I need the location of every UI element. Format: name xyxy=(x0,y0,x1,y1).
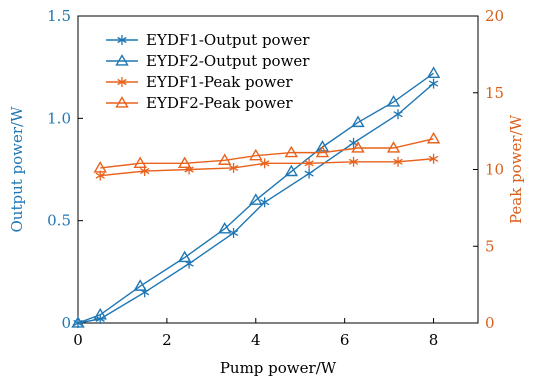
data-point-3-1 xyxy=(133,156,147,169)
data-point-1-3 xyxy=(177,250,192,263)
series-line-1 xyxy=(77,72,434,324)
y-right-tick-label-3: 15 xyxy=(485,84,504,102)
x-tick-label-4: 8 xyxy=(429,331,439,349)
data-point-2-4 xyxy=(260,158,270,169)
series-markers-3 xyxy=(93,131,441,173)
data-point-3-4 xyxy=(249,148,263,161)
data-point-1-5 xyxy=(249,193,263,205)
y-left-tick-label-3: 1.5 xyxy=(47,7,71,25)
legend-label-2: EYDF1-Peak power xyxy=(146,73,293,91)
x-tick-label-0: 0 xyxy=(73,331,83,349)
data-point-1-2 xyxy=(133,279,147,291)
legend-label-1: EYDF2-Output power xyxy=(146,52,310,70)
legend-marker-3 xyxy=(115,96,129,108)
data-point-2-3 xyxy=(228,162,239,173)
legend-marker-1 xyxy=(115,54,129,66)
y-right-tick-label-1: 5 xyxy=(485,237,495,255)
legend-label-3: EYDF2-Peak power xyxy=(146,94,293,112)
data-point-2-6 xyxy=(348,156,359,167)
y-right-tick-label-4: 20 xyxy=(485,7,504,25)
data-point-1-7 xyxy=(315,140,330,152)
legend-marker-2 xyxy=(117,77,127,87)
data-point-2-5 xyxy=(304,158,314,169)
data-point-2-7 xyxy=(393,156,403,167)
legend-label-0: EYDF1-Output power xyxy=(146,31,310,49)
data-point-0-8 xyxy=(393,109,403,120)
x-tick-label-1: 2 xyxy=(162,331,172,349)
y-left-tick-label-1: 0.5 xyxy=(47,212,71,230)
y-right-axis-label: Peak power/W xyxy=(507,114,525,224)
data-point-1-8 xyxy=(351,115,365,128)
series-markers-2 xyxy=(95,153,439,181)
data-point-0-6 xyxy=(304,168,314,179)
y-right-tick-label-2: 10 xyxy=(485,161,504,179)
data-point-1-0 xyxy=(71,316,85,328)
y-left-tick-label-0: 0 xyxy=(61,314,71,332)
x-axis-label: Pump power/W xyxy=(220,359,337,377)
series-markers-0 xyxy=(73,78,439,328)
data-point-1-6 xyxy=(284,164,299,177)
series-line-0 xyxy=(77,83,435,324)
y-left-tick-label-2: 1.0 xyxy=(47,109,71,127)
x-tick-label-3: 6 xyxy=(340,331,350,349)
legend: EYDF1-Output power EYDF2-Output power EYDF… xyxy=(106,31,310,112)
data-point-3-3 xyxy=(217,153,232,165)
data-point-3-5 xyxy=(284,145,299,158)
x-tick-label-2: 4 xyxy=(251,331,261,349)
y-right-tick-label-0: 0 xyxy=(485,314,495,332)
data-point-1-9 xyxy=(386,95,401,107)
data-point-3-0 xyxy=(93,161,107,173)
data-point-0-9 xyxy=(428,78,439,89)
data-point-3-2 xyxy=(177,156,192,169)
data-point-3-9 xyxy=(426,131,441,144)
series-line-3 xyxy=(100,138,434,169)
series-line-2 xyxy=(100,158,434,177)
data-point-3-7 xyxy=(351,141,365,153)
legend-marker-0 xyxy=(117,35,127,45)
series-markers-1 xyxy=(71,66,441,328)
data-point-3-8 xyxy=(386,141,401,153)
data-point-1-4 xyxy=(217,221,232,234)
data-point-1-1 xyxy=(93,307,107,320)
data-point-3-6 xyxy=(315,145,330,158)
y-left-axis-label: Output power/W xyxy=(8,106,26,233)
data-point-0-4 xyxy=(228,227,239,238)
data-point-0-7 xyxy=(348,137,359,148)
data-point-2-8 xyxy=(428,153,439,164)
data-point-1-10 xyxy=(426,66,441,78)
